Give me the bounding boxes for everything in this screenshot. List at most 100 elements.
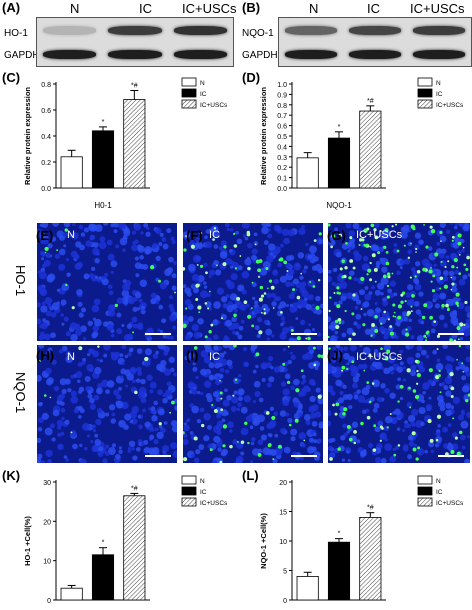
blot-band xyxy=(108,25,162,35)
micrograph-ho1-icuscs: IC+USCs xyxy=(327,222,471,342)
y-tick-label: 0.2 xyxy=(41,160,51,167)
bar-3 xyxy=(359,110,382,189)
y-tick-label: 0 xyxy=(47,598,51,605)
micrograph-label: IC xyxy=(209,351,220,363)
y-tick-label: 0.0 xyxy=(41,186,51,193)
blot-band xyxy=(412,49,466,59)
panel-label-l: (L) xyxy=(242,468,259,483)
y-tick-label: 15 xyxy=(279,510,287,517)
blot-a-row-gapdh: GAPDH xyxy=(4,50,40,61)
panel-label-d: (D) xyxy=(242,70,261,85)
y-tick-label: 20 xyxy=(43,519,51,526)
blot-a-row-ho1: HO-1 xyxy=(4,28,28,39)
legend-label: N xyxy=(200,80,205,87)
legend-label: IC xyxy=(436,489,443,496)
scale-bar xyxy=(145,333,171,335)
panel-label-a: (A) xyxy=(2,0,21,15)
y-tick-label: 0.4 xyxy=(277,144,287,151)
blot-band xyxy=(173,49,228,59)
chart-d-nqo1-expression: 0.0 0.1 0.2 0.3 0.4 0.5 0.6 0.7 0.8 0.9 1.0 Relativ… xyxy=(259,77,464,210)
blot-b-membrane xyxy=(278,17,472,67)
significance-mark: * xyxy=(338,124,341,131)
y-tick-label: 0.3 xyxy=(277,155,287,162)
y-tick-label: 0.0 xyxy=(277,186,287,193)
y-tick-label: 30 xyxy=(43,480,51,487)
micrograph-label: N xyxy=(67,351,75,363)
bar-1 xyxy=(60,587,83,601)
scale-bar xyxy=(438,455,464,457)
legend-label: IC+USCs xyxy=(200,500,228,507)
legend-swatch xyxy=(417,99,433,109)
x-axis-label: H0-1 xyxy=(94,201,112,210)
panel-label-f: (F) xyxy=(186,228,203,243)
micrograph-nqo1-n: N xyxy=(36,344,178,464)
micrograph-label: IC+USCs xyxy=(356,229,403,241)
bar-1 xyxy=(60,156,83,189)
chart-l-nqo1-positive-cells: 0 5 10 15 20 NQO-1 +Cell(%) * *# N IC IC+USCs xyxy=(259,475,464,605)
chart-k-ho1-positive-cells: 0 10 20 30 HO-1 +Cell(%) * *# N IC IC+USCs xyxy=(23,475,228,605)
y-tick-label: 0.6 xyxy=(41,108,51,115)
bar-1 xyxy=(296,157,319,189)
micrograph-texture xyxy=(183,223,323,341)
significance-mark: *# xyxy=(131,485,138,492)
significance-mark: *# xyxy=(131,83,138,90)
legend-label: N xyxy=(436,478,441,485)
micrograph-texture xyxy=(37,345,177,463)
panel-label-e: (E) xyxy=(36,228,54,243)
blot-band xyxy=(348,25,402,35)
scale-bar xyxy=(438,333,464,335)
blot-band xyxy=(412,25,466,35)
blot-band xyxy=(42,25,97,35)
blot-band xyxy=(348,49,402,59)
blot-band xyxy=(42,49,97,59)
panel-label-i: (I) xyxy=(186,348,199,363)
micrograph-texture xyxy=(328,223,470,341)
legend-label: N xyxy=(436,80,441,87)
scale-bar xyxy=(145,455,171,457)
blot-band xyxy=(108,49,162,59)
y-tick-label: 0.2 xyxy=(277,165,287,172)
micrograph-ho1-n: N xyxy=(36,222,178,342)
legend-label: IC xyxy=(436,91,443,98)
significance-mark: *# xyxy=(367,98,374,105)
blot-a-col-n: N xyxy=(70,1,80,16)
y-tick-label: 0.6 xyxy=(277,124,287,131)
legend-swatch xyxy=(181,486,197,496)
legend-label: IC+USCs xyxy=(200,102,228,109)
y-tick-label: 10 xyxy=(43,559,51,566)
y-tick-label: 0.8 xyxy=(41,82,51,89)
legend-swatch xyxy=(181,475,197,485)
legend-swatch xyxy=(181,77,197,87)
significance-mark: * xyxy=(102,540,105,547)
bar-3 xyxy=(123,99,146,189)
blot-b-row-gapdh: GAPDH xyxy=(242,50,278,61)
bar-2 xyxy=(327,137,351,189)
y-tick-label: 20 xyxy=(279,480,287,487)
blot-a-col-icuscs: IC+USCs xyxy=(182,1,237,16)
y-tick-label: 5 xyxy=(283,569,287,576)
micrograph-texture xyxy=(37,223,177,341)
micrograph-label: IC xyxy=(209,229,220,241)
legend-label: N xyxy=(200,478,205,485)
panel-label-k: (K) xyxy=(2,468,21,483)
significance-mark: * xyxy=(102,119,105,126)
significance-mark: *# xyxy=(367,505,374,512)
significance-mark: * xyxy=(338,531,341,538)
y-axis-label: HO-1 +Cell(%) xyxy=(23,516,32,566)
legend-label: IC+USCs xyxy=(436,500,464,507)
blot-a-col-ic: IC xyxy=(139,1,152,16)
micro-row-label-nqo1: NQO-1 xyxy=(13,372,28,414)
blot-b-row-nqo1: NQO-1 xyxy=(242,28,274,39)
micrograph-ho1-ic: IC xyxy=(182,222,324,342)
micrograph-texture xyxy=(183,345,323,463)
blot-band xyxy=(173,25,228,35)
micrograph-label: N xyxy=(67,229,75,241)
panel-label-j: (J) xyxy=(327,348,343,363)
scale-bar xyxy=(291,455,317,457)
bar-2 xyxy=(91,554,115,601)
blot-b-col-n: N xyxy=(309,1,319,16)
y-tick-label: 10 xyxy=(279,539,287,546)
panel-label-b: (B) xyxy=(242,0,261,15)
y-tick-label: 0.7 xyxy=(277,113,287,120)
legend-swatch xyxy=(181,88,197,98)
